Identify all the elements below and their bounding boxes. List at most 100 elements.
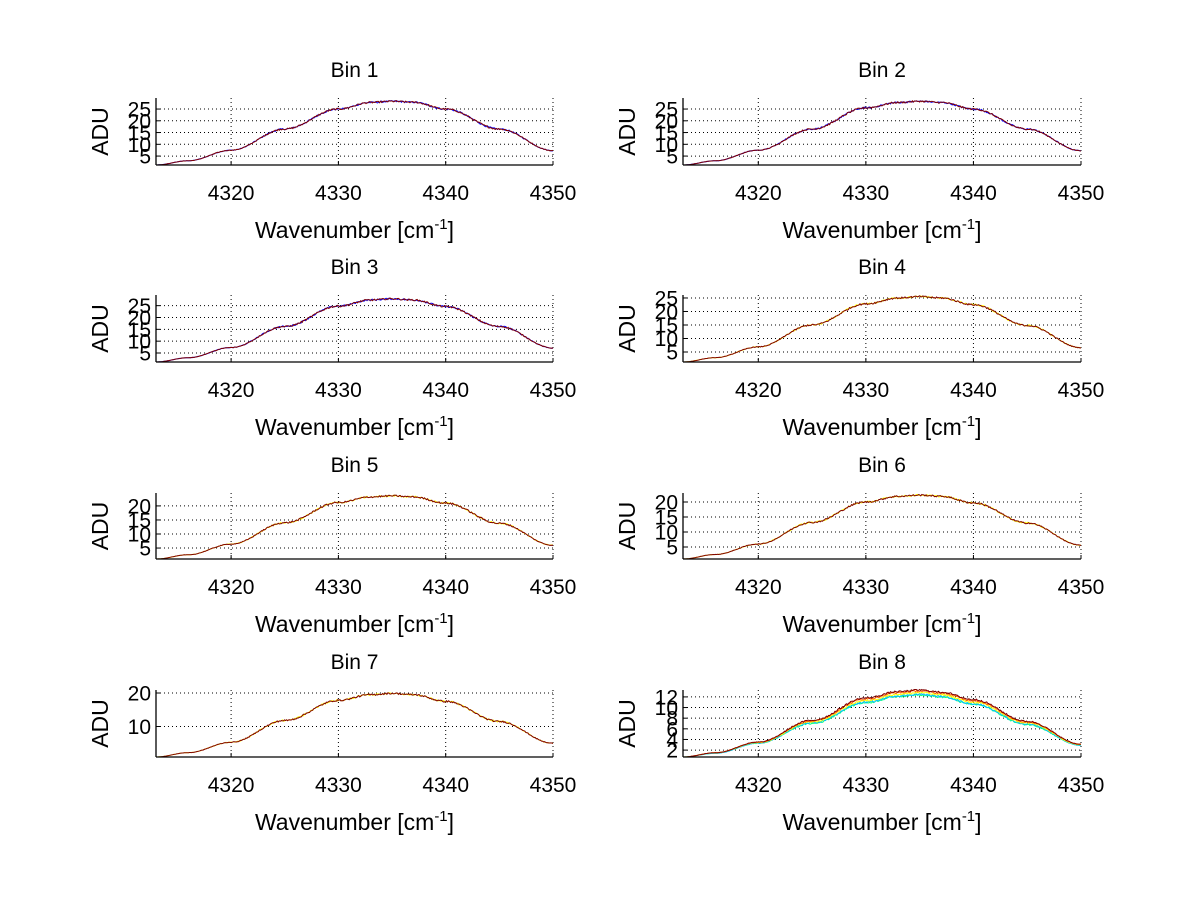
x-axis-label-text: Wavenumber [cm <box>782 611 961 637</box>
subplot-title: Bin 3 <box>331 256 379 279</box>
y-tick-label: 10 <box>128 716 151 739</box>
y-tick-label: 20 <box>128 110 151 133</box>
x-axis-label: Wavenumber [cm-1] <box>782 216 981 243</box>
y-tick-label: 25 <box>128 295 151 318</box>
x-tick-label: 4330 <box>315 182 362 205</box>
x-tick-label: 4330 <box>843 576 890 599</box>
x-axis-label-suffix: ] <box>448 611 454 637</box>
x-tick-label: 4340 <box>950 576 997 599</box>
y-tick-label: 15 <box>655 122 678 145</box>
y-axis-label: ADU <box>614 304 640 353</box>
x-tick-label: 4320 <box>208 576 255 599</box>
y-tick-label: 20 <box>128 307 151 330</box>
x-axis-label: Wavenumber [cm-1] <box>255 610 454 637</box>
x-tick-label: 4330 <box>843 774 890 797</box>
x-tick-label: 4350 <box>530 379 577 402</box>
x-axis-label-text: Wavenumber [cm <box>255 611 434 637</box>
x-axis-label-superscript: -1 <box>962 413 975 430</box>
y-axis-label: ADU <box>614 107 640 156</box>
x-axis-label-suffix: ] <box>975 414 981 440</box>
y-tick-label: 15 <box>655 507 678 530</box>
x-axis-label-superscript: -1 <box>962 610 975 627</box>
subplot-title: Bin 6 <box>858 454 906 477</box>
x-axis-label-superscript: -1 <box>434 610 447 627</box>
y-axis-label: ADU <box>87 107 113 156</box>
x-tick-label: 4330 <box>315 576 362 599</box>
y-tick-label: 25 <box>655 287 678 310</box>
y-tick-label: 15 <box>128 509 151 532</box>
series-line-s2 <box>683 99 1082 166</box>
x-tick-label: 4320 <box>735 774 782 797</box>
y-tick-label: 5 <box>139 146 151 169</box>
y-tick-label: 10 <box>128 331 151 354</box>
x-tick-label: 4320 <box>208 182 255 205</box>
x-axis-label-suffix: ] <box>448 809 454 835</box>
series-line-s2 <box>155 297 554 363</box>
x-axis-label-superscript: -1 <box>962 808 975 825</box>
x-tick-label: 4330 <box>843 182 890 205</box>
y-tick-label: 20 <box>128 683 151 706</box>
subplot-title: Bin 8 <box>858 651 906 674</box>
x-axis-label-text: Wavenumber [cm <box>782 809 961 835</box>
y-axis-label: ADU <box>614 699 640 748</box>
series-line-s2 <box>156 692 554 758</box>
y-axis-label: ADU <box>87 699 113 748</box>
y-tick-label: 25 <box>128 99 151 122</box>
y-tick-label: 10 <box>655 522 678 545</box>
y-axis-label: ADU <box>87 304 113 353</box>
x-axis-label-suffix: ] <box>975 809 981 835</box>
x-axis-label-superscript: -1 <box>962 216 975 233</box>
x-tick-label: 4340 <box>950 379 997 402</box>
subplot-title: Bin 4 <box>858 256 906 279</box>
x-axis-label-text: Wavenumber [cm <box>782 217 961 243</box>
x-axis-label-text: Wavenumber [cm <box>782 414 961 440</box>
y-tick-label: 10 <box>128 134 151 157</box>
subplot-title: Bin 7 <box>331 651 379 674</box>
series-line-s2 <box>683 692 1082 758</box>
x-tick-label: 4330 <box>315 379 362 402</box>
x-tick-label: 4330 <box>315 774 362 797</box>
subplot-title: Bin 1 <box>331 59 379 82</box>
subplot-bin-7: Bin 7 4320 4330 4340 4350 10 20 ADU Wavenumber [… <box>87 651 576 835</box>
x-tick-label: 4350 <box>530 774 577 797</box>
subplot-title: Bin 2 <box>858 59 906 82</box>
x-axis-label: Wavenumber [cm-1] <box>782 610 981 637</box>
y-axis-label: ADU <box>87 502 113 551</box>
y-tick-label: 2 <box>666 740 678 763</box>
x-axis-label-suffix: ] <box>975 611 981 637</box>
x-tick-label: 4320 <box>208 774 255 797</box>
x-tick-label: 4340 <box>950 774 997 797</box>
x-tick-label: 4340 <box>422 774 469 797</box>
series-line-s2 <box>682 493 1082 560</box>
x-axis-label: Wavenumber [cm-1] <box>255 413 454 440</box>
series-line-s5 <box>683 688 1082 758</box>
x-tick-label: 4320 <box>208 379 255 402</box>
y-tick-label: 5 <box>666 342 678 365</box>
x-axis-label: Wavenumber [cm-1] <box>255 216 454 243</box>
x-axis-label-superscript: -1 <box>434 216 447 233</box>
y-tick-label: 6 <box>666 718 678 741</box>
x-tick-label: 4340 <box>422 379 469 402</box>
y-tick-label: 10 <box>655 328 678 351</box>
x-tick-label: 4340 <box>422 182 469 205</box>
x-axis-label-text: Wavenumber [cm <box>255 217 434 243</box>
y-tick-label: 10 <box>128 524 151 547</box>
y-tick-label: 5 <box>666 146 678 169</box>
x-tick-label: 4350 <box>1058 774 1105 797</box>
x-axis-label-suffix: ] <box>448 414 454 440</box>
y-tick-label: 20 <box>128 495 151 518</box>
x-tick-label: 4350 <box>1058 182 1105 205</box>
x-axis-label-text: Wavenumber [cm <box>255 809 434 835</box>
y-axis-label: ADU <box>614 502 640 551</box>
x-tick-label: 4320 <box>735 182 782 205</box>
x-tick-label: 4330 <box>843 379 890 402</box>
x-axis-label: Wavenumber [cm-1] <box>782 808 981 835</box>
x-tick-label: 4350 <box>530 576 577 599</box>
series-line-s2 <box>683 295 1082 363</box>
